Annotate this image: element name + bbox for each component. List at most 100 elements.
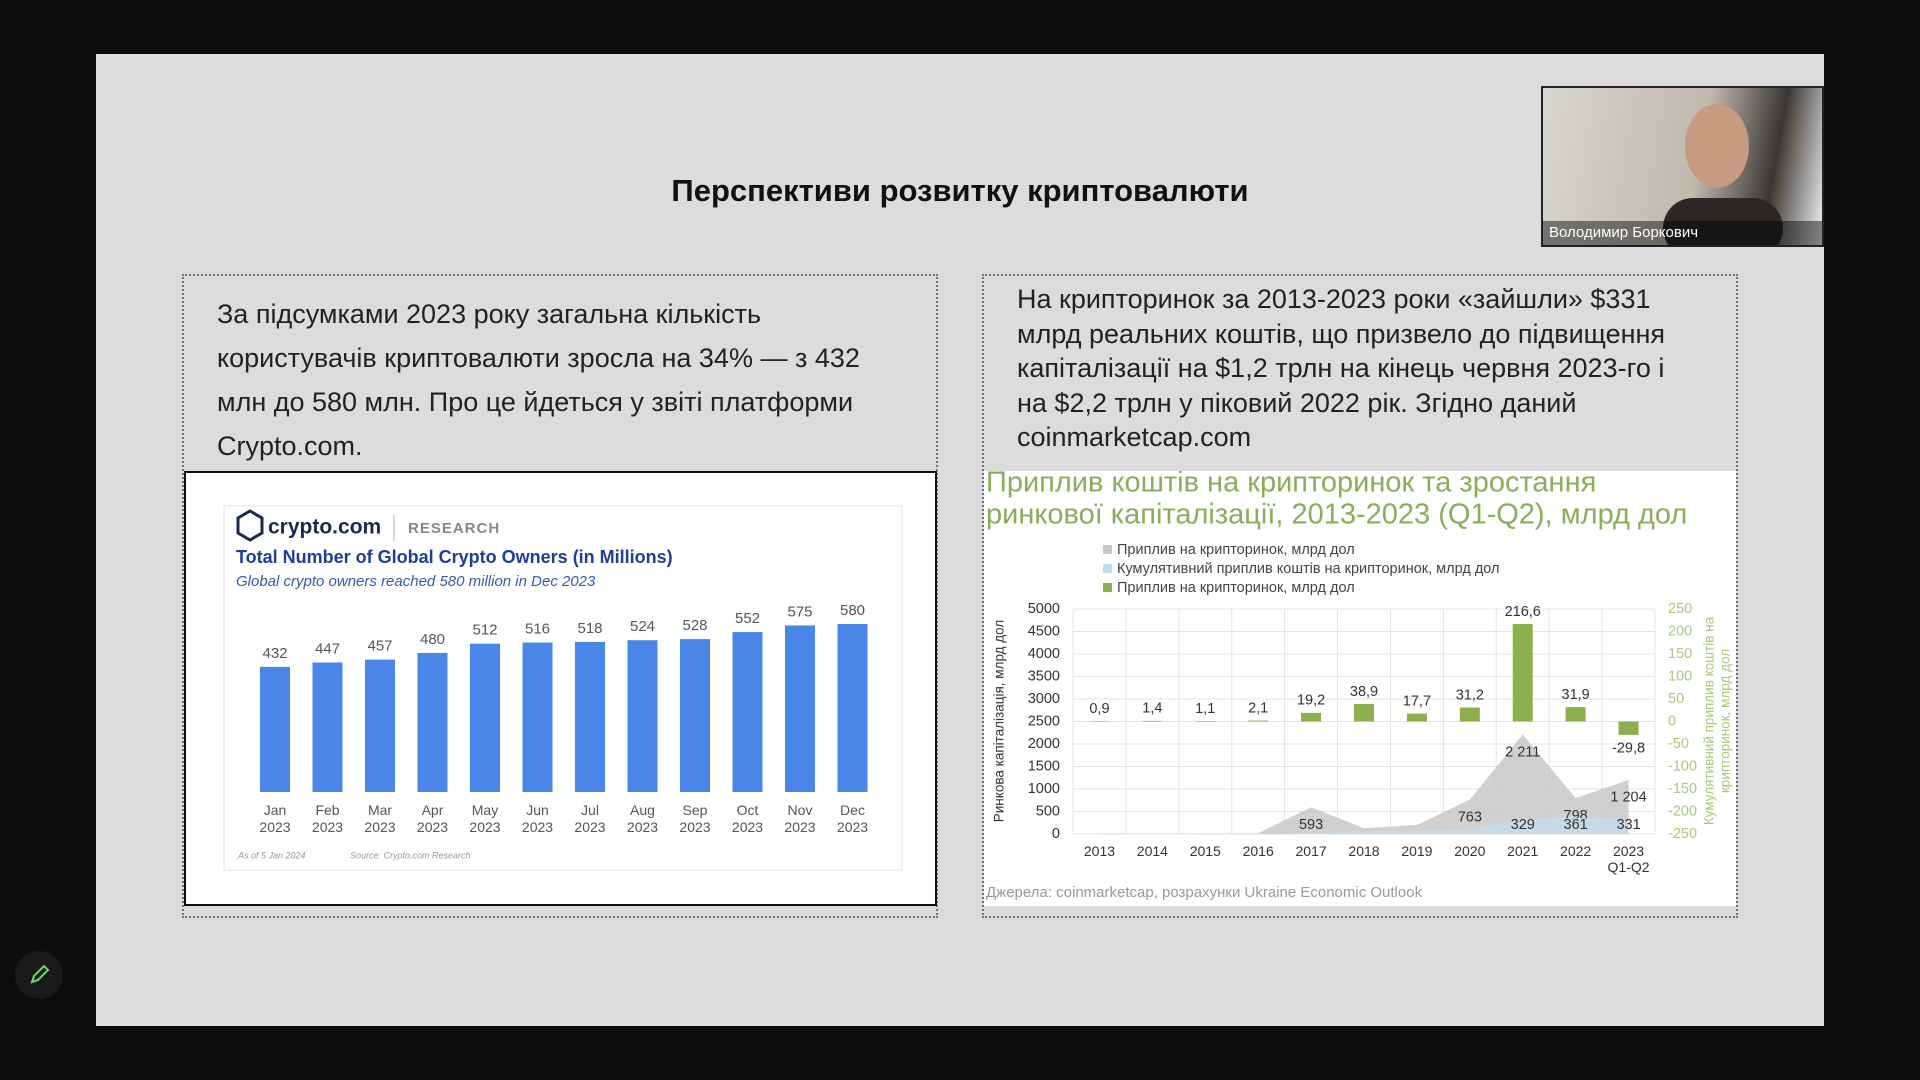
value-label: 31,9 (1562, 687, 1590, 703)
bar (575, 641, 605, 792)
bar (732, 632, 763, 792)
bar (470, 643, 500, 792)
x-tick-label: 2016 (1243, 843, 1274, 859)
value-label: 575 (787, 603, 812, 620)
value-label: 528 (682, 617, 707, 634)
value-label: 1 204 (1610, 790, 1646, 806)
legend-label: Приплив на крипторинок, млрд дол (1117, 542, 1355, 558)
y-tick-label: 4000 (1028, 646, 1060, 662)
x-tick-label: 2018 (1348, 843, 1379, 859)
legend-swatch (1103, 545, 1112, 554)
text-line: Crypto.com. (217, 431, 363, 461)
value-label: 512 (472, 622, 497, 639)
webcam-tile[interactable]: Володимир Боркович (1541, 86, 1824, 247)
legend-swatch (1103, 583, 1112, 592)
bar (627, 640, 658, 792)
value-label: 763 (1458, 809, 1482, 825)
y2-tick-label: -250 (1668, 826, 1697, 842)
x-tick-label: Dec 2023 (837, 802, 868, 835)
y2-axis-label: Кумулятивний приплив коштів на (1702, 616, 1717, 825)
footnote: As of 5 Jan 2024 (237, 850, 306, 860)
x-tick-label: May 2023 (469, 802, 500, 835)
text-line: На крипторинок за 2013-2023 роки «зайшли… (1017, 284, 1651, 314)
x-tick-label: 2020 (1454, 843, 1485, 859)
text-line: млн до 580 млн. Про це йдеться у звіті п… (217, 387, 854, 417)
chart-title: Total Number of Global Crypto Owners (in… (236, 547, 673, 567)
y2-tick-label: 250 (1668, 601, 1692, 617)
annotate-button[interactable] (15, 951, 63, 999)
value-label: 38,9 (1350, 684, 1378, 700)
bar (1354, 703, 1374, 722)
left-text: За підсумками 2023 року загальна кількіс… (217, 292, 860, 468)
y2-tick-label: 200 (1668, 623, 1692, 639)
y-tick-label: 0 (1052, 826, 1060, 842)
brand: crypto.com (268, 516, 381, 539)
shoulders (1663, 198, 1783, 245)
bar (680, 639, 710, 792)
bar (837, 624, 868, 792)
x-tick-label: 2013 (1084, 843, 1115, 859)
x-tick-label: 2019 (1401, 843, 1432, 859)
x-tick-label: 2023 Q1-Q2 (1608, 843, 1650, 875)
text-line: користувачів криптовалюти зросла на 34% … (217, 343, 860, 373)
footnote: Source: Crypto.com Research (350, 850, 471, 860)
value-label: 1,4 (1142, 701, 1162, 717)
brand-section: RESEARCH (408, 520, 500, 537)
area (1099, 734, 1629, 834)
bar (1565, 707, 1586, 722)
value-label: 216,6 (1505, 604, 1541, 620)
x-tick-label: Jun 2023 (522, 802, 553, 835)
legend-swatch (1103, 564, 1112, 573)
chart-title: ринкової капіталізації, 2013-2023 (Q1-Q2… (986, 499, 1687, 531)
x-tick-label: Jul 2023 (574, 802, 605, 835)
pencil (30, 964, 50, 984)
y-tick-label: 3500 (1028, 668, 1060, 684)
face (1685, 104, 1749, 188)
text-line: капіталізації на $1,2 трлн на кінець чер… (1017, 353, 1665, 383)
bar (260, 666, 290, 792)
x-tick-label: Feb 2023 (312, 802, 343, 835)
value-label: 516 (525, 621, 550, 638)
bar (1248, 720, 1269, 722)
x-tick-label: Aug 2023 (627, 802, 658, 835)
x-tick-label: Nov 2023 (784, 802, 815, 835)
value-label: 31,2 (1456, 687, 1484, 703)
legend-label: Приплив на крипторинок, млрд дол (1117, 580, 1355, 596)
value-label: 580 (840, 602, 865, 619)
bar (522, 642, 553, 792)
value-label: 1,1 (1195, 701, 1215, 717)
value-label: 447 (315, 640, 340, 657)
participant-name: Володимир Боркович (1549, 224, 1699, 241)
right-panel (982, 274, 1738, 918)
bar (1142, 720, 1163, 722)
value-label: 524 (630, 618, 655, 635)
y2-tick-label: 50 (1668, 691, 1684, 707)
chart-subtitle: Global crypto owners reached 580 million… (236, 573, 596, 590)
right-text: На крипторинок за 2013-2023 роки «зайшли… (1017, 282, 1665, 455)
source: Джерела: coinmarketcap, розрахунки Ukrai… (986, 884, 1423, 901)
y-tick-label: 2000 (1028, 736, 1060, 752)
y-tick-label: 5000 (1028, 601, 1060, 617)
value-label: 361 (1564, 817, 1588, 833)
bar (1618, 721, 1639, 735)
inflow-chart: Приплив коштів на крипторинок та зростан… (984, 471, 1736, 906)
name-bar (1543, 221, 1822, 245)
y-tick-label: 3000 (1028, 691, 1060, 707)
x-tick-label: Jan 2023 (259, 802, 290, 835)
x-tick-label: Apr 2023 (417, 802, 448, 835)
pencil-icon (30, 964, 50, 984)
value-label: 593 (1299, 817, 1323, 833)
value-label: 432 (262, 645, 287, 662)
value-label: 17,7 (1403, 693, 1431, 709)
bar (1406, 713, 1427, 722)
value-label: 2,1 (1248, 700, 1268, 716)
y2-tick-label: -100 (1668, 758, 1697, 774)
y-tick-label: 1000 (1028, 781, 1060, 797)
value-label: 552 (735, 610, 760, 627)
bar (1301, 712, 1322, 722)
y-axis-label: Ринкова капіталізація, млрд дол (992, 620, 1007, 822)
x-tick-label: Mar 2023 (364, 802, 395, 835)
x-tick-label: 2015 (1190, 843, 1221, 859)
legend-label: Кумулятивний приплив коштів на крипторин… (1117, 561, 1500, 577)
owners-chart: crypto.com RESEARCH Total Number of Global… (223, 505, 903, 871)
